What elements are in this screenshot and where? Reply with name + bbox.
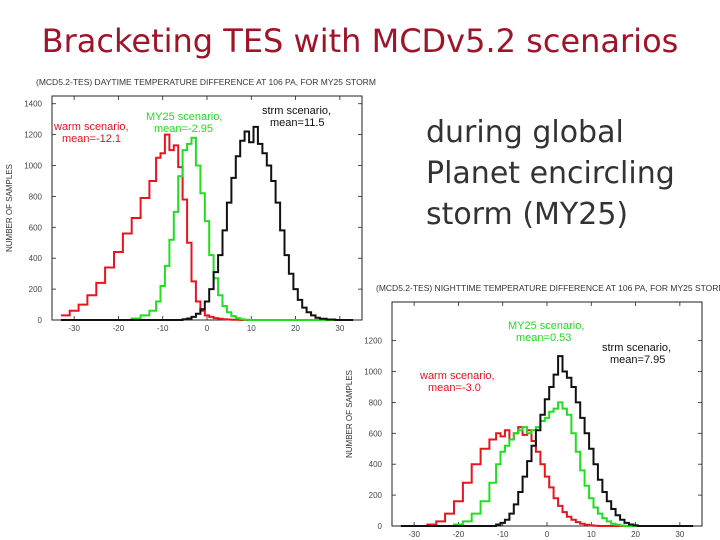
x-tick-label: 20 <box>631 530 640 539</box>
x-tick-label: 10 <box>587 530 596 539</box>
x-tick-label: -20 <box>113 324 125 333</box>
y-tick-label: 1000 <box>364 368 382 377</box>
chart-title: (MCD5.2-TES) DAYTIME TEMPERATURE DIFFERE… <box>36 77 376 87</box>
y-tick-label: 0 <box>38 316 43 325</box>
y-tick-label: 200 <box>29 285 43 294</box>
series-line-strm <box>400 355 694 527</box>
series-annotation: mean=0.53 <box>516 332 571 344</box>
side-text-line-1: during global <box>426 115 624 150</box>
series-line-my25 <box>60 136 354 321</box>
x-tick-label: 0 <box>545 530 550 539</box>
y-tick-label: 1200 <box>364 337 382 346</box>
series-annotation: warm scenario, <box>419 370 495 382</box>
y-tick-label: 800 <box>29 192 43 201</box>
x-tick-label: 30 <box>335 324 344 333</box>
side-text-line-3: storm (MY25) <box>426 197 629 232</box>
x-tick-label: 0 <box>205 324 210 333</box>
y-tick-label: 0 <box>378 522 383 531</box>
series-annotation: mean=-2.95 <box>154 123 213 135</box>
x-tick-label: -10 <box>497 530 509 539</box>
x-tick-label: 20 <box>291 324 300 333</box>
chart-title: (MCD5.2-TES) NIGHTTIME TEMPERATURE DIFFE… <box>376 283 720 293</box>
y-tick-label: 400 <box>369 460 383 469</box>
series-annotation: mean=-12.1 <box>62 133 121 145</box>
x-tick-label: -10 <box>157 324 169 333</box>
y-tick-label: 1000 <box>24 162 42 171</box>
y-tick-label: 200 <box>369 491 383 500</box>
y-tick-label: 400 <box>29 254 43 263</box>
series-line-warm <box>60 133 354 321</box>
x-tick-label: -20 <box>453 530 465 539</box>
y-axis-label: NUMBER OF SAMPLES <box>345 370 354 458</box>
series-line-strm <box>60 125 354 321</box>
y-tick-label: 1200 <box>24 131 42 140</box>
nighttime-histogram-chart: (MCD5.2-TES) NIGHTTIME TEMPERATURE DIFFE… <box>345 283 720 539</box>
y-axis-label: NUMBER OF SAMPLES <box>5 164 14 252</box>
series-annotation: mean=7.95 <box>610 354 665 366</box>
series-annotation: strm scenario, <box>262 105 331 117</box>
x-tick-label: -30 <box>68 324 80 333</box>
series-annotation: warm scenario, <box>53 121 129 133</box>
daytime-histogram-chart: (MCD5.2-TES) DAYTIME TEMPERATURE DIFFERE… <box>5 77 376 333</box>
series-annotation: MY25 scenario, <box>146 111 222 123</box>
series-annotation: mean=-3.0 <box>428 382 481 394</box>
series-annotation: mean=11.5 <box>270 117 325 129</box>
y-tick-label: 600 <box>29 223 43 232</box>
side-text-line-2: Planet encircling <box>426 156 675 191</box>
slide-title: Bracketing TES with MCDv5.2 scenarios <box>41 22 679 60</box>
series-annotation: MY25 scenario, <box>508 320 584 332</box>
series-line-warm <box>400 426 694 527</box>
y-tick-label: 800 <box>369 398 383 407</box>
x-tick-label: -30 <box>408 530 420 539</box>
side-text: during global Planet encircling storm (M… <box>426 112 675 235</box>
series-line-my25 <box>400 401 694 527</box>
y-tick-label: 1400 <box>24 100 42 109</box>
y-tick-label: 600 <box>369 429 383 438</box>
x-tick-label: 30 <box>675 530 684 539</box>
x-tick-label: 10 <box>247 324 256 333</box>
series-annotation: strm scenario, <box>602 342 671 354</box>
